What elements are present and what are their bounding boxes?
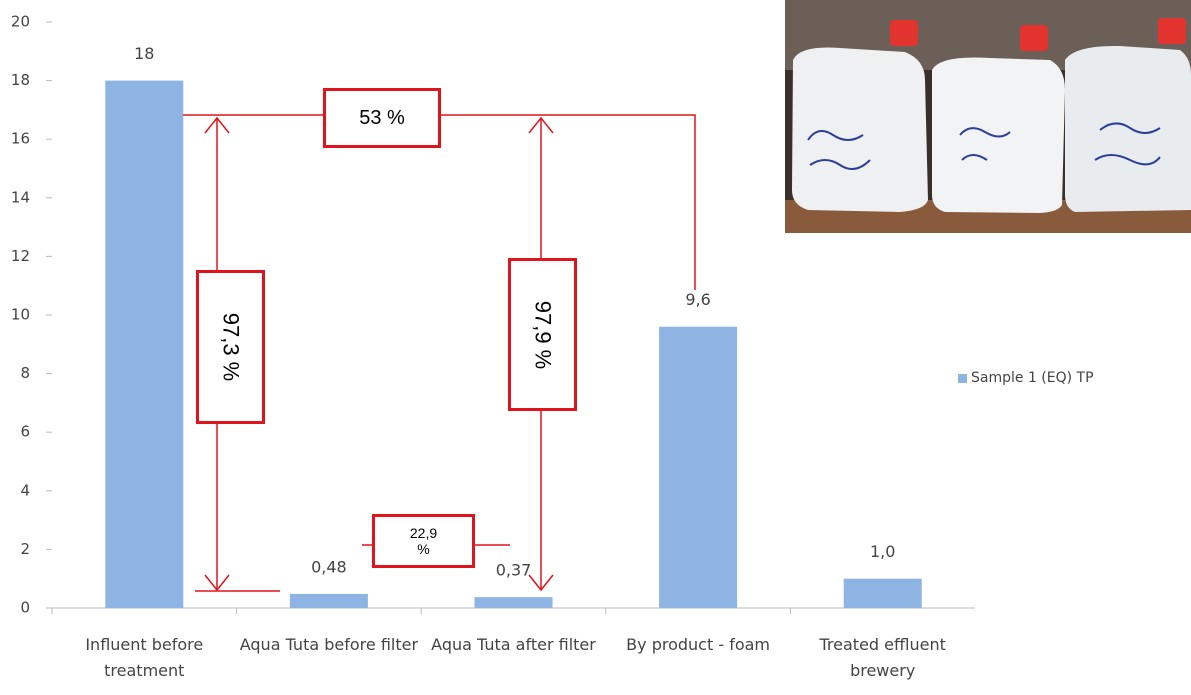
bar	[289, 593, 368, 608]
y-tick-label: 6	[20, 423, 30, 441]
annotation: 97,9 %	[508, 258, 577, 411]
x-tick-label: Aqua Tuta before filter	[239, 635, 419, 654]
x-tick-label: Influent before treatment	[85, 635, 204, 680]
y-tick-label: 2	[20, 540, 30, 558]
value-label: 0,48	[311, 557, 347, 576]
x-tick-label: Aqua Tuta after filter	[431, 635, 596, 654]
annotation: 22,9 %	[372, 514, 475, 568]
value-label: 0,37	[496, 561, 532, 580]
annotation: 97,3 %	[196, 270, 265, 424]
bar	[843, 578, 922, 608]
y-tick-label: 18	[11, 71, 30, 89]
y-tick-label: 4	[20, 481, 30, 499]
legend-label: Sample 1 (EQ) TP	[971, 370, 1094, 386]
y-tick-label: 8	[20, 364, 30, 382]
y-tick-label: 16	[11, 130, 30, 148]
legend-swatch	[958, 373, 967, 383]
value-label: 1,0	[870, 542, 895, 561]
legend: Sample 1 (EQ) TP	[958, 370, 1094, 386]
annotation: 53 %	[323, 88, 441, 148]
y-tick-label: 14	[11, 188, 30, 206]
bar	[659, 326, 738, 608]
annotation-text: 97,3 %	[218, 312, 244, 382]
value-label: 9,6	[685, 290, 710, 309]
y-tick-label: 12	[11, 247, 30, 265]
x-tick-label: By product - foam	[626, 635, 770, 654]
y-tick-label: 20	[11, 13, 30, 31]
annotation-text: 97,9 %	[530, 300, 556, 369]
x-tick-label: Treated effluent brewery	[819, 635, 946, 680]
y-tick-label: 0	[20, 599, 30, 617]
bar	[105, 80, 184, 609]
bar	[474, 597, 553, 608]
value-label: 18	[134, 44, 154, 63]
photo	[785, 0, 1191, 233]
y-tick-label: 10	[11, 306, 30, 324]
